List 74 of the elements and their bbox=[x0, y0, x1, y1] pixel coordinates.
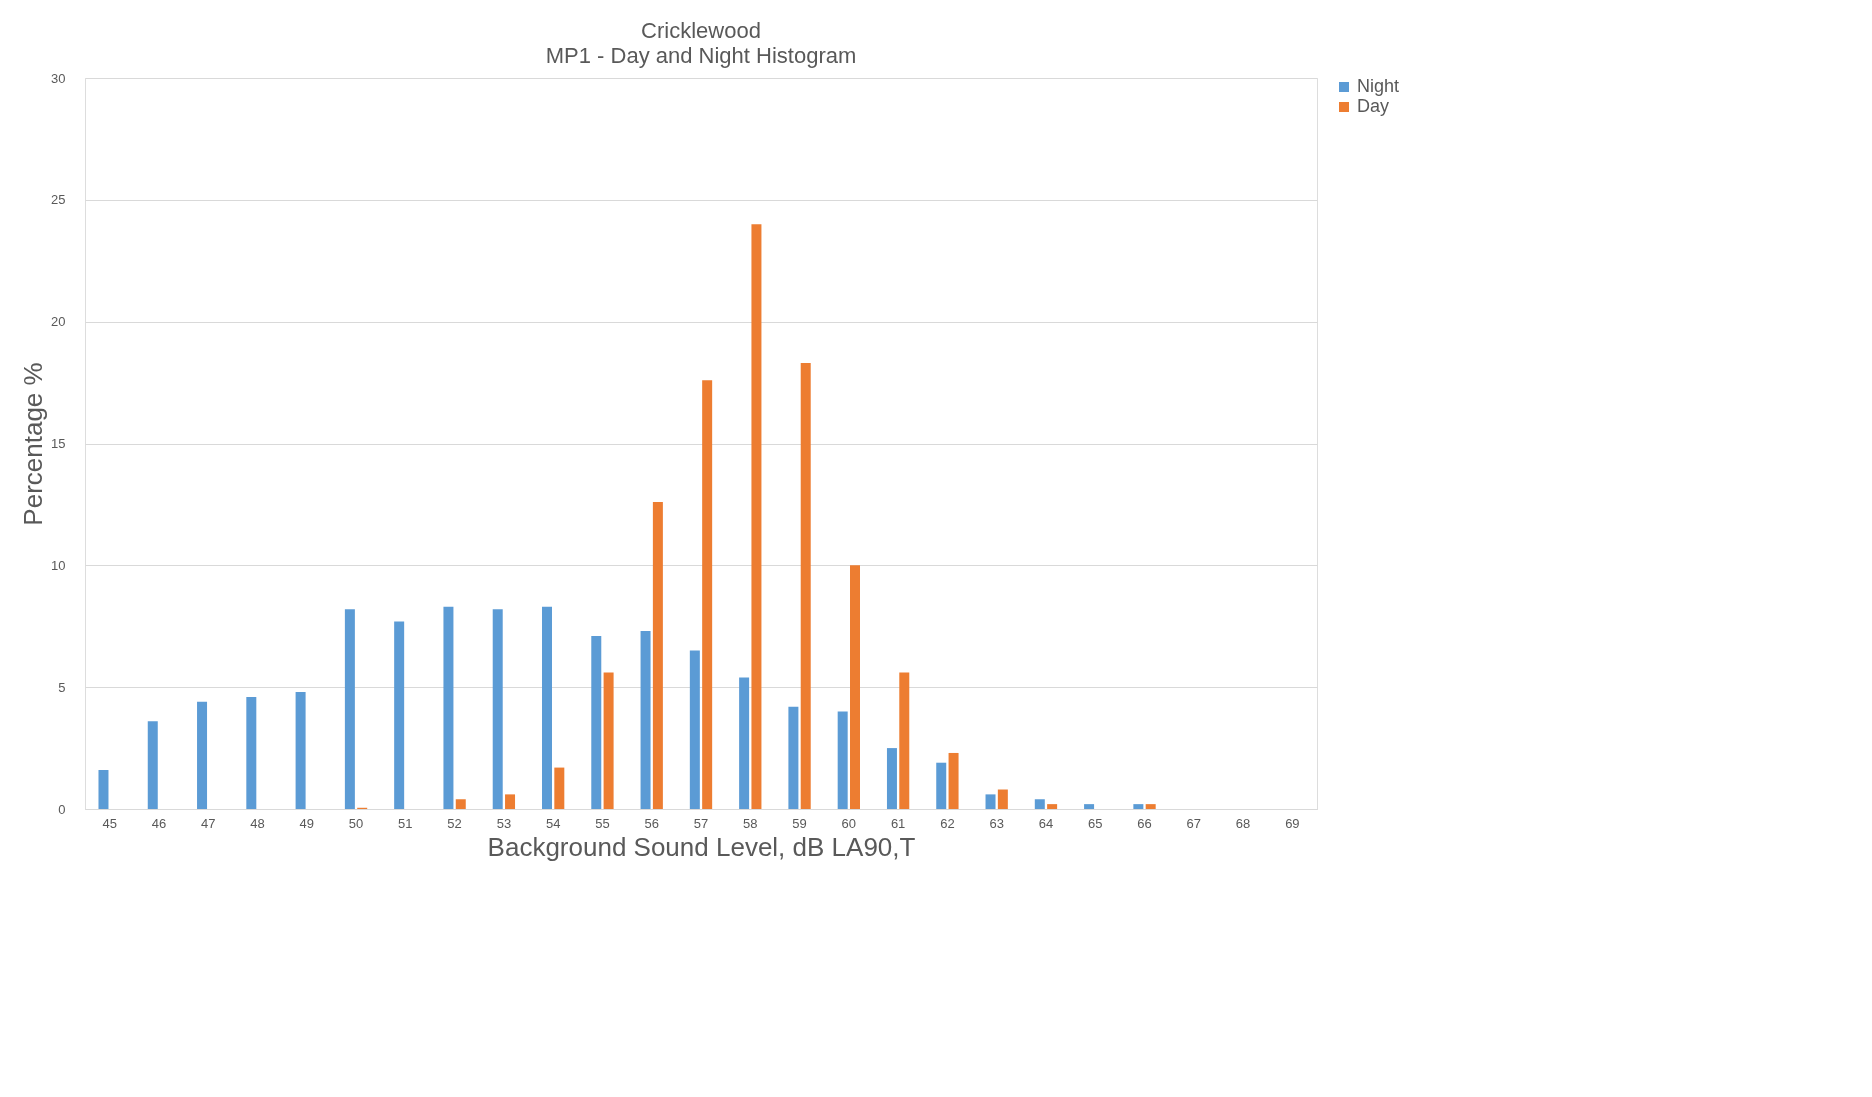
bar bbox=[689, 650, 700, 809]
y-tick-label: 5 bbox=[58, 679, 66, 695]
x-tick-label: 54 bbox=[545, 815, 561, 831]
bar bbox=[997, 789, 1008, 809]
bar bbox=[591, 636, 602, 809]
bar bbox=[554, 767, 565, 809]
bar bbox=[948, 752, 959, 809]
legend-label: Night bbox=[1357, 76, 1400, 96]
bar bbox=[505, 794, 516, 809]
x-tick-label: 48 bbox=[250, 815, 265, 831]
x-tick-label: 65 bbox=[1088, 815, 1103, 831]
x-axis-title: Background Sound Level, dB LA90,T bbox=[487, 831, 916, 862]
bar bbox=[295, 692, 306, 809]
bar bbox=[800, 363, 811, 809]
y-tick-label: 0 bbox=[58, 801, 66, 817]
y-tick-label: 25 bbox=[51, 192, 66, 208]
x-tick-label: 63 bbox=[989, 815, 1004, 831]
bar bbox=[936, 762, 947, 809]
bar bbox=[1133, 804, 1144, 809]
chart-title: Cricklewood bbox=[641, 18, 761, 43]
x-tick-label: 68 bbox=[1235, 815, 1251, 831]
bar bbox=[492, 609, 503, 809]
x-tick-label: 47 bbox=[200, 815, 216, 831]
legend-label: Day bbox=[1357, 96, 1390, 116]
y-tick-label: 20 bbox=[51, 314, 66, 330]
bar bbox=[1145, 804, 1156, 809]
bar bbox=[985, 794, 996, 809]
bar bbox=[1047, 804, 1058, 809]
x-tick-label: 56 bbox=[644, 815, 659, 831]
bar bbox=[1084, 804, 1095, 809]
x-tick-label: 45 bbox=[102, 815, 117, 831]
bar bbox=[751, 224, 762, 809]
y-axis-title: Percentage % bbox=[18, 362, 49, 526]
x-tick-label: 61 bbox=[890, 815, 906, 831]
bar bbox=[899, 672, 910, 809]
x-tick-label: 49 bbox=[299, 815, 314, 831]
chart-subtitle: MP1 - Day and Night Histogram bbox=[545, 43, 857, 68]
bar bbox=[788, 706, 799, 809]
bar bbox=[837, 711, 848, 809]
bar bbox=[739, 677, 750, 809]
bar bbox=[443, 606, 454, 809]
bar bbox=[197, 701, 208, 809]
bar bbox=[98, 770, 109, 809]
x-tick-label: 69 bbox=[1285, 815, 1300, 831]
bar bbox=[886, 748, 897, 809]
x-tick-label: 53 bbox=[496, 815, 512, 831]
bar bbox=[344, 609, 355, 809]
bar bbox=[542, 606, 552, 809]
x-tick-label: 62 bbox=[940, 815, 955, 831]
x-tick-label: 67 bbox=[1186, 815, 1202, 831]
bar bbox=[702, 380, 713, 809]
y-tick-label: 10 bbox=[51, 557, 66, 573]
y-tick-label: 15 bbox=[51, 436, 66, 451]
bar bbox=[640, 631, 651, 809]
bar bbox=[1034, 799, 1045, 809]
x-tick-label: 46 bbox=[151, 815, 167, 831]
bar bbox=[652, 501, 663, 809]
x-tick-label: 55 bbox=[595, 815, 610, 831]
x-tick-label: 60 bbox=[841, 815, 857, 831]
bar bbox=[850, 565, 860, 809]
bar bbox=[455, 799, 466, 809]
x-tick-label: 51 bbox=[398, 815, 413, 831]
bar bbox=[246, 696, 257, 809]
x-tick-label: 58 bbox=[743, 815, 758, 831]
bar bbox=[603, 672, 614, 809]
x-tick-label: 52 bbox=[447, 815, 462, 831]
x-tick-label: 50 bbox=[348, 815, 364, 831]
x-tick-label: 64 bbox=[1038, 815, 1054, 831]
x-tick-label: 59 bbox=[792, 815, 807, 831]
x-tick-label: 66 bbox=[1137, 815, 1152, 831]
bar bbox=[147, 721, 158, 809]
bar bbox=[394, 621, 405, 809]
x-tick-label: 57 bbox=[693, 815, 709, 831]
y-tick-label: 30 bbox=[51, 70, 66, 86]
